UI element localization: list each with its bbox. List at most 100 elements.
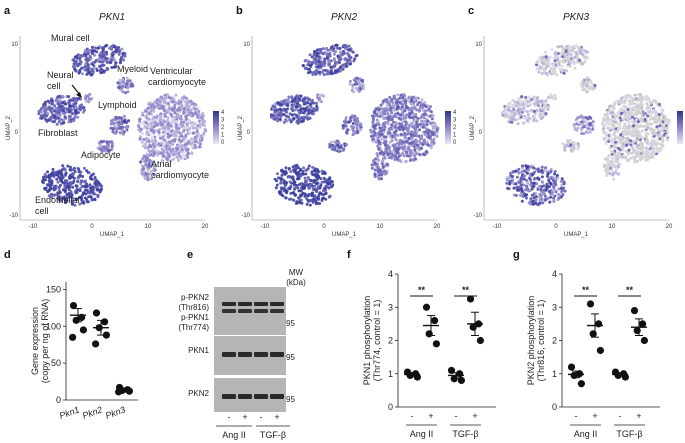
umap-cell-point bbox=[105, 43, 109, 47]
umap-cell-point bbox=[183, 102, 187, 106]
umap-cell-point bbox=[544, 50, 548, 54]
umap-cell-point bbox=[147, 125, 151, 128]
umap-cell-point bbox=[280, 187, 284, 191]
umap-cell-point bbox=[424, 150, 428, 154]
umap-cell-point bbox=[359, 87, 363, 91]
umap-cell-point bbox=[658, 124, 662, 128]
umap-cell-point bbox=[569, 59, 573, 63]
x-tick-label: 0 bbox=[322, 224, 326, 230]
umap-cell-point bbox=[279, 178, 283, 182]
umap-cell-point bbox=[82, 108, 86, 112]
umap-cell-point bbox=[395, 105, 399, 109]
umap-cell-point bbox=[401, 120, 405, 124]
umap-cell-point bbox=[653, 117, 657, 121]
umap-cell-point bbox=[102, 50, 106, 54]
umap-cell-point bbox=[534, 195, 538, 199]
umap-cell-point bbox=[566, 139, 569, 143]
umap-cell-point bbox=[98, 55, 102, 59]
umap-cell-point bbox=[165, 149, 169, 153]
umap-cell-point bbox=[622, 105, 626, 109]
umap-cell-point bbox=[512, 186, 516, 190]
umap-cell-point bbox=[91, 70, 95, 74]
umap-cell-point bbox=[199, 142, 202, 146]
umap-cell-point bbox=[361, 85, 365, 89]
umap-cell-point bbox=[392, 147, 396, 151]
umap-cell-point bbox=[153, 124, 157, 128]
umap-cell-point bbox=[42, 113, 46, 117]
umap-cell-point bbox=[173, 150, 177, 154]
umap-cell-point bbox=[272, 117, 276, 121]
umap-cell-point bbox=[104, 52, 108, 56]
umap-cell-point bbox=[298, 183, 301, 187]
umap-cell-point bbox=[141, 157, 145, 161]
umap-cell-point bbox=[56, 102, 60, 106]
umap-cell-point bbox=[545, 185, 549, 189]
umap-cell-point bbox=[535, 61, 539, 64]
umap-cell-point bbox=[562, 48, 566, 51]
umap-cell-point bbox=[159, 95, 163, 99]
umap-cell-point bbox=[397, 147, 401, 151]
umap-cell-point bbox=[631, 150, 635, 154]
umap-cell-point bbox=[386, 153, 390, 157]
umap-cell-point bbox=[390, 118, 394, 122]
umap-cell-point bbox=[47, 175, 50, 179]
umap-cell-point bbox=[117, 85, 121, 89]
umap-cell-point bbox=[311, 200, 315, 204]
umap-cell-point bbox=[329, 65, 333, 69]
umap-cell-point bbox=[529, 183, 533, 187]
y-axis-title: UMAP_2 bbox=[6, 115, 12, 140]
umap-cell-point bbox=[297, 121, 301, 125]
umap-cell-point bbox=[71, 172, 75, 176]
umap-cell-point bbox=[413, 124, 417, 128]
umap-cell-point bbox=[536, 176, 540, 180]
umap-cell-point bbox=[382, 141, 386, 145]
umap-cell-point bbox=[328, 194, 332, 198]
umap-cell-point bbox=[58, 113, 62, 117]
umap-cell-point bbox=[566, 53, 569, 57]
umap-cell-point bbox=[143, 170, 147, 174]
umap-cell-point bbox=[350, 124, 353, 128]
umap-cell-point bbox=[289, 120, 293, 124]
umap-cell-point bbox=[118, 123, 122, 127]
umap-cell-point bbox=[612, 107, 616, 110]
umap-cell-point bbox=[528, 189, 532, 193]
umap-cell-point bbox=[536, 96, 539, 100]
umap-cell-point bbox=[376, 114, 380, 118]
umap-cell-point bbox=[186, 141, 190, 145]
umap-cell-point bbox=[654, 101, 658, 105]
umap-cell-point bbox=[549, 182, 553, 186]
umap-cell-point bbox=[92, 186, 96, 190]
umap-cell-point bbox=[349, 116, 353, 120]
umap-cell-point bbox=[302, 186, 306, 190]
umap-cell-point bbox=[167, 128, 170, 132]
umap-cell-point bbox=[189, 99, 193, 103]
colorbar-tick-label: 4 bbox=[221, 110, 225, 116]
umap-cell-point bbox=[57, 186, 61, 189]
umap-cell-point bbox=[534, 191, 538, 195]
umap-cell-point bbox=[611, 120, 615, 123]
umap-cell-point bbox=[328, 177, 331, 181]
umap-cell-point bbox=[289, 170, 293, 174]
umap-cell-point bbox=[381, 159, 384, 163]
umap-cell-point bbox=[53, 171, 57, 175]
umap-cell-point bbox=[517, 171, 521, 175]
umap-cell-point bbox=[79, 182, 83, 185]
umap-cell-point bbox=[121, 90, 125, 94]
umap-cell-point bbox=[148, 101, 152, 105]
umap-cell-point bbox=[535, 67, 539, 71]
umap-cell-point bbox=[269, 113, 273, 117]
umap-cell-point bbox=[398, 158, 402, 162]
umap-cell-point bbox=[164, 101, 168, 105]
umap-cell-point bbox=[89, 97, 93, 101]
umap-cell-point bbox=[380, 129, 384, 133]
umap-cell-point bbox=[353, 57, 357, 61]
umap-cell-point bbox=[148, 152, 152, 155]
umap-cell-point bbox=[372, 110, 376, 114]
umap-cell-point bbox=[278, 107, 282, 111]
umap-cell-point bbox=[156, 153, 160, 157]
umap-cell-point bbox=[148, 132, 152, 136]
umap-cell-point bbox=[658, 120, 662, 124]
umap-cell-point bbox=[421, 108, 425, 112]
umap-cell-point bbox=[616, 127, 620, 131]
umap-cell-point bbox=[510, 174, 514, 178]
